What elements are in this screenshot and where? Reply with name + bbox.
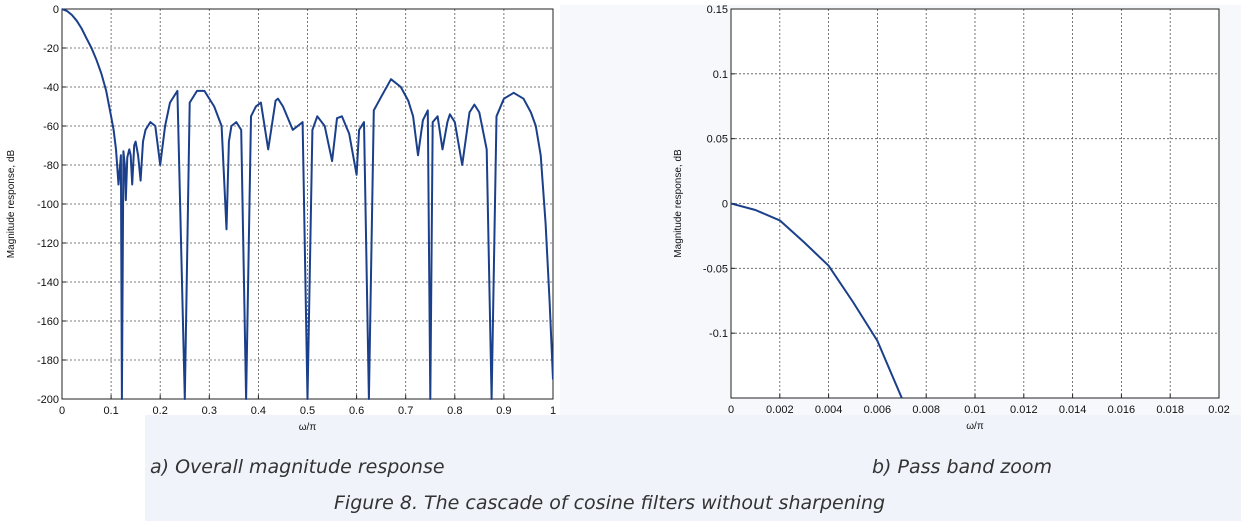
y-tick-label: -0.1: [709, 328, 728, 340]
x-tick-label: 0.02: [1208, 404, 1229, 416]
x-tick-label: 0: [59, 405, 65, 417]
y-tick-label: 0: [722, 199, 728, 211]
y-tick-label: 0.15: [707, 4, 728, 16]
x-tick-label: 0.7: [398, 405, 413, 417]
figure-caption: Figure 8. The cascade of cosine filters …: [334, 492, 886, 514]
x-tick-label: 0.5: [300, 405, 315, 417]
y-tick-label: -180: [37, 355, 59, 367]
series-line: [731, 202, 903, 399]
y-axis-label: Magnitude response, dB: [6, 149, 17, 258]
x-tick-label: 0.018: [1156, 404, 1184, 416]
y-tick-label: -20: [43, 43, 59, 55]
x-tick-label: 0.008: [912, 404, 940, 416]
y-tick-label: -40: [43, 82, 59, 94]
y-tick-label: 0.1: [713, 69, 728, 81]
y-tick-label: -80: [43, 160, 59, 172]
y-tick-label: 0.05: [707, 134, 728, 146]
x-tick-label: 0.1: [103, 405, 118, 417]
y-tick-label: 0: [53, 4, 59, 16]
y-tick-label: -200: [37, 394, 59, 406]
x-axis-label: ω/π: [299, 422, 317, 433]
y-axis-label: Magnitude response, dB: [673, 149, 684, 258]
y-tick-label: -60: [43, 121, 59, 133]
x-tick-label: 0.6: [349, 405, 364, 417]
x-tick-label: 1: [550, 405, 556, 417]
y-tick-label: -120: [37, 238, 59, 250]
y-tick-label: -0.05: [703, 263, 728, 275]
chart-b-caption: b) Pass band zoom: [872, 456, 1053, 478]
y-tick-label: -100: [37, 199, 59, 211]
x-tick-label: 0.006: [864, 404, 892, 416]
y-tick-label: -140: [37, 277, 59, 289]
y-tick-label: -160: [37, 316, 59, 328]
x-tick-label: 0.2: [153, 405, 168, 417]
x-tick-label: 0: [728, 404, 734, 416]
x-tick-label: 0.002: [766, 404, 794, 416]
x-tick-label: 0.016: [1108, 404, 1136, 416]
x-tick-label: 0.4: [251, 405, 266, 417]
x-tick-label: 0.004: [815, 404, 843, 416]
chart-a-caption: a) Overall magnitude response: [150, 456, 445, 478]
x-tick-label: 0.012: [1010, 404, 1038, 416]
x-tick-label: 0.01: [964, 404, 985, 416]
series-line: [62, 8, 553, 400]
x-tick-label: 0.3: [202, 405, 217, 417]
x-tick-label: 0.9: [496, 405, 511, 417]
x-tick-label: 0.014: [1059, 404, 1087, 416]
x-axis-label: ω/π: [966, 421, 984, 432]
x-tick-label: 0.8: [447, 405, 462, 417]
